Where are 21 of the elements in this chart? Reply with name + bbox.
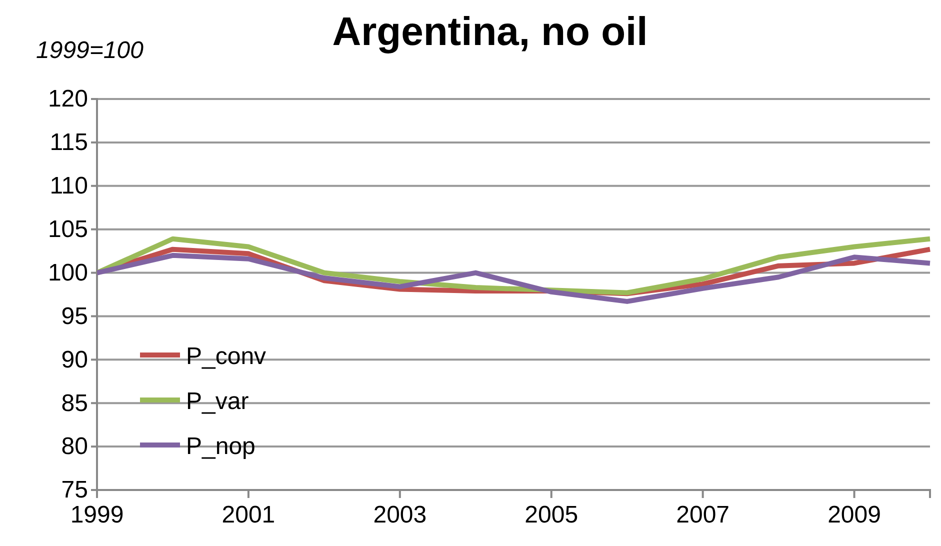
y-tick-label: 95 (61, 302, 88, 330)
y-tick-label: 100 (48, 259, 88, 286)
x-tick-label: 2003 (373, 502, 427, 529)
y-axis-title: 1999=100 (36, 37, 144, 64)
y-tick-label: 90 (61, 346, 88, 374)
y-tick-label: 80 (61, 433, 88, 460)
x-tick-label: 2007 (676, 502, 730, 529)
y-tick-label: 105 (48, 216, 88, 244)
x-tick-label: 2001 (222, 502, 276, 529)
x-tick-label: 2009 (828, 502, 881, 529)
x-tick-label: 2005 (524, 502, 578, 529)
x-tick-label: 1999 (70, 502, 124, 529)
y-tick-label: 120 (48, 86, 88, 113)
y-tick-label: 110 (50, 172, 88, 200)
legend-label: P_var (186, 388, 249, 415)
legend-label: P_conv (186, 343, 266, 370)
y-tick-label: 75 (61, 476, 88, 504)
y-tick-label: 115 (50, 129, 88, 156)
legend-label: P_nop (186, 433, 256, 460)
y-tick-label: 85 (61, 390, 88, 417)
chart-title: Argentina, no oil (332, 10, 648, 54)
